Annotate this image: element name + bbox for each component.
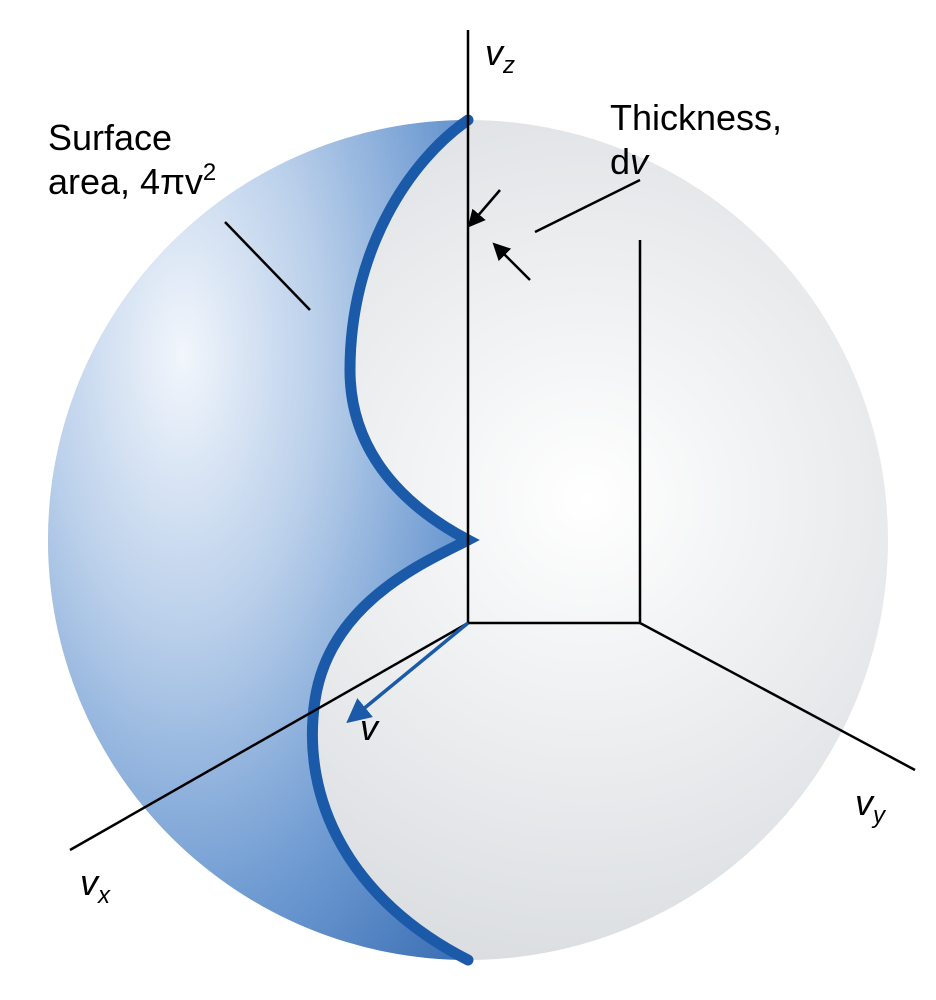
vy-sub: y [871,802,887,829]
label-vz: vz [485,32,515,79]
label-vx: vx [80,862,111,909]
label-vy: vy [855,782,887,829]
vx-sub: x [97,882,111,909]
label-v: v [360,707,380,748]
vz-sub: z [502,52,515,79]
label-thickness: Thickness, dv [610,97,792,182]
thickness-d: d [610,141,630,182]
surface-area-line1: Surface [48,117,172,158]
thickness-v: v [630,141,650,182]
surface-area-sup: 2 [203,159,216,186]
thickness-line1: Thickness, [610,97,782,138]
label-surface-area: Surface area, 4πv2 [48,117,216,202]
surface-area-line2: area, 4πv2 [48,159,216,202]
